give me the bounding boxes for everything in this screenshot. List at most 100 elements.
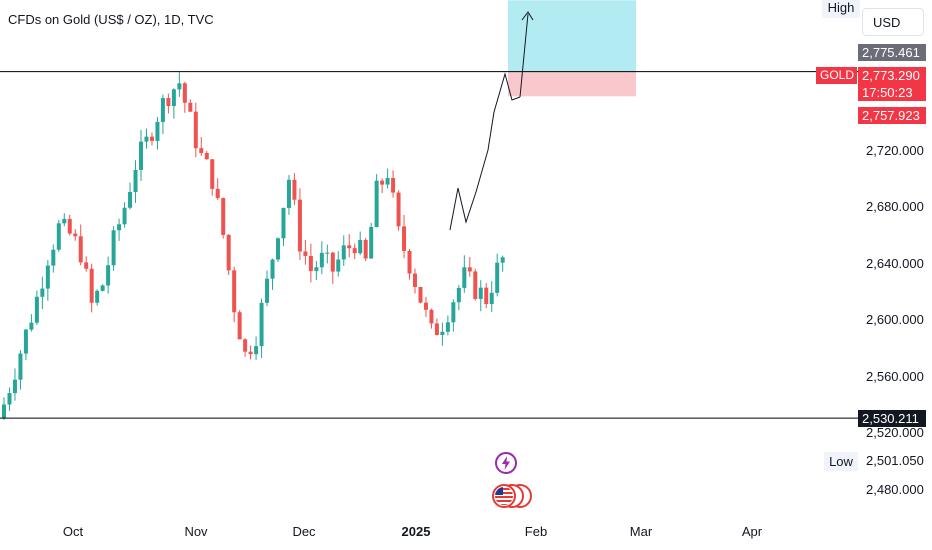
candle-up [374,180,379,227]
candle-up [45,265,50,289]
candle-down [215,188,220,199]
candle-up [155,121,160,141]
candle-up [341,245,346,260]
price-tick: 2,680.000 [866,199,924,214]
candle-down [484,287,489,305]
time-tick: Oct [62,524,84,539]
chart-title: CFDs on Gold (US$ / OZ), 1D, TVC [8,12,214,27]
candle-up [139,141,143,170]
candle-up [495,262,500,293]
low-badge: Low [824,452,858,471]
candle-down [347,245,352,249]
lightning-event-icon[interactable] [494,451,518,475]
candle-up [478,287,483,299]
candle-up [254,346,259,355]
candle-up [111,230,116,266]
candle-down [221,198,226,235]
candle-down [248,351,253,355]
candle-up [462,267,467,288]
candle-down [73,233,78,237]
candle-up [314,267,319,272]
currency-button[interactable]: USD [862,8,924,36]
candle-up [177,83,182,90]
candle-up [95,290,100,303]
candle-up [62,218,67,224]
candle-up [265,278,270,303]
candle-up [34,296,39,323]
countdown-tag: 17:50:23 [858,84,926,101]
candle-down [149,136,154,141]
candle-down [473,271,478,299]
time-tick: Feb [524,524,548,539]
candle-up [445,322,450,332]
candle-down [352,248,357,254]
candle-down [182,83,187,103]
prev-close-tag: 2,757.923 [858,107,926,124]
candle-down [380,180,385,185]
candle-up [29,322,34,330]
candle-up [369,226,374,259]
candle-up [336,259,341,272]
candle-up [385,177,390,185]
candle-up [18,353,23,380]
candle-down [434,323,439,336]
candles-group [2,72,505,420]
candle-up [325,252,330,254]
candle-up [106,265,111,286]
candle-down [396,192,401,227]
candle-down [232,270,237,313]
price-tick: 2,480.000 [866,482,924,497]
candle-up [500,257,505,263]
candle-down [166,98,171,107]
candle-up [51,249,56,266]
candle-down [303,251,308,256]
high-button[interactable]: High [822,0,860,18]
time-tick: Apr [741,524,763,539]
candle-down [89,268,94,303]
candle-up [270,259,275,279]
candle-up [160,98,165,122]
target-zone [508,0,636,72]
candle-up [489,292,494,305]
candle-up [40,288,45,297]
candle-down [467,267,472,272]
candle-up [12,379,17,394]
candle-up [358,239,363,254]
arrow-head-icon [521,11,534,21]
candle-down [243,339,248,352]
price-tick: 2,720.000 [866,143,924,158]
candle-down [363,239,368,259]
candle-down [308,255,313,272]
price-tick: 2,640.000 [866,256,924,271]
candle-up [286,179,291,208]
support-level-tag: 2,530.211 [858,410,926,427]
price-tick: 2,520.000 [866,425,924,440]
candle-up [100,285,105,291]
candle-down [193,111,198,149]
candle-down [413,273,417,287]
candle-down [297,199,302,252]
candle-up [276,238,280,260]
low-value: 2,501.050 [866,453,924,468]
time-tick-year: 2025 [401,524,431,539]
candle-down [423,302,428,310]
candle-up [23,329,28,354]
trend-drawing [449,72,521,231]
last-price-tag: 2,773.290 [858,67,926,84]
candle-up [7,393,12,405]
candle-down [407,250,412,274]
candle-down [226,234,231,271]
candle-up [440,331,445,336]
candle-up [259,302,264,347]
candle-up [133,169,138,193]
time-tick: Mar [629,524,653,539]
candle-up [2,404,6,419]
candle-up [117,224,122,231]
candle-up [451,302,456,323]
time-tick: Nov [184,524,208,539]
us-flag-event-icon[interactable] [492,482,532,510]
candle-down [67,218,72,234]
candle-up [56,223,61,250]
candle-down [210,159,215,189]
